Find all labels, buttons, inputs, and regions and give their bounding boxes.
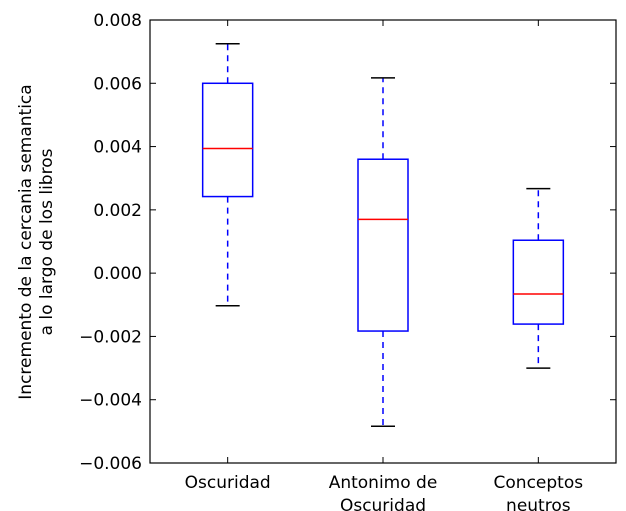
x-category-label: Oscuridad <box>340 496 426 511</box>
y-axis-label-line-1: Incremento de la cercania semantica <box>16 84 36 399</box>
y-tick-label: 0.008 <box>93 11 142 31</box>
y-tick-label: 0.006 <box>93 74 142 94</box>
x-category-label: Conceptos <box>494 473 584 493</box>
x-axis-labels: Oscuridad Antonimo de Oscuridad Conceptos ne… <box>185 20 584 511</box>
y-axis-label: Incremento de la cercania semantica a lo… <box>16 84 57 399</box>
y-axis-label-line-2: a lo largo de los libros <box>37 148 57 335</box>
x-category-label: neutros <box>506 496 571 511</box>
x-category-label: Oscuridad <box>185 473 271 493</box>
iqr-box <box>201 82 254 198</box>
y-tick-label: −0.002 <box>79 327 142 347</box>
y-tick-label: −0.004 <box>79 391 142 411</box>
boxes <box>201 42 565 428</box>
box-1 <box>201 42 254 307</box>
x-category-label: Antonimo de <box>329 473 438 493</box>
y-tick-label: 0.004 <box>93 138 142 158</box>
y-tick-label: −0.006 <box>79 454 142 474</box>
box-2 <box>357 77 409 428</box>
iqr-box <box>512 239 565 325</box>
y-tick-label: 0.000 <box>93 264 142 284</box>
box-3 <box>512 187 565 369</box>
iqr-box <box>357 158 409 332</box>
y-axis-ticks: 0.008 0.006 0.004 0.002 0.000 −0.002 −0.004 −0.… <box>79 11 616 474</box>
plot-area-frame <box>149 19 617 464</box>
y-tick-label: 0.002 <box>93 201 142 221</box>
